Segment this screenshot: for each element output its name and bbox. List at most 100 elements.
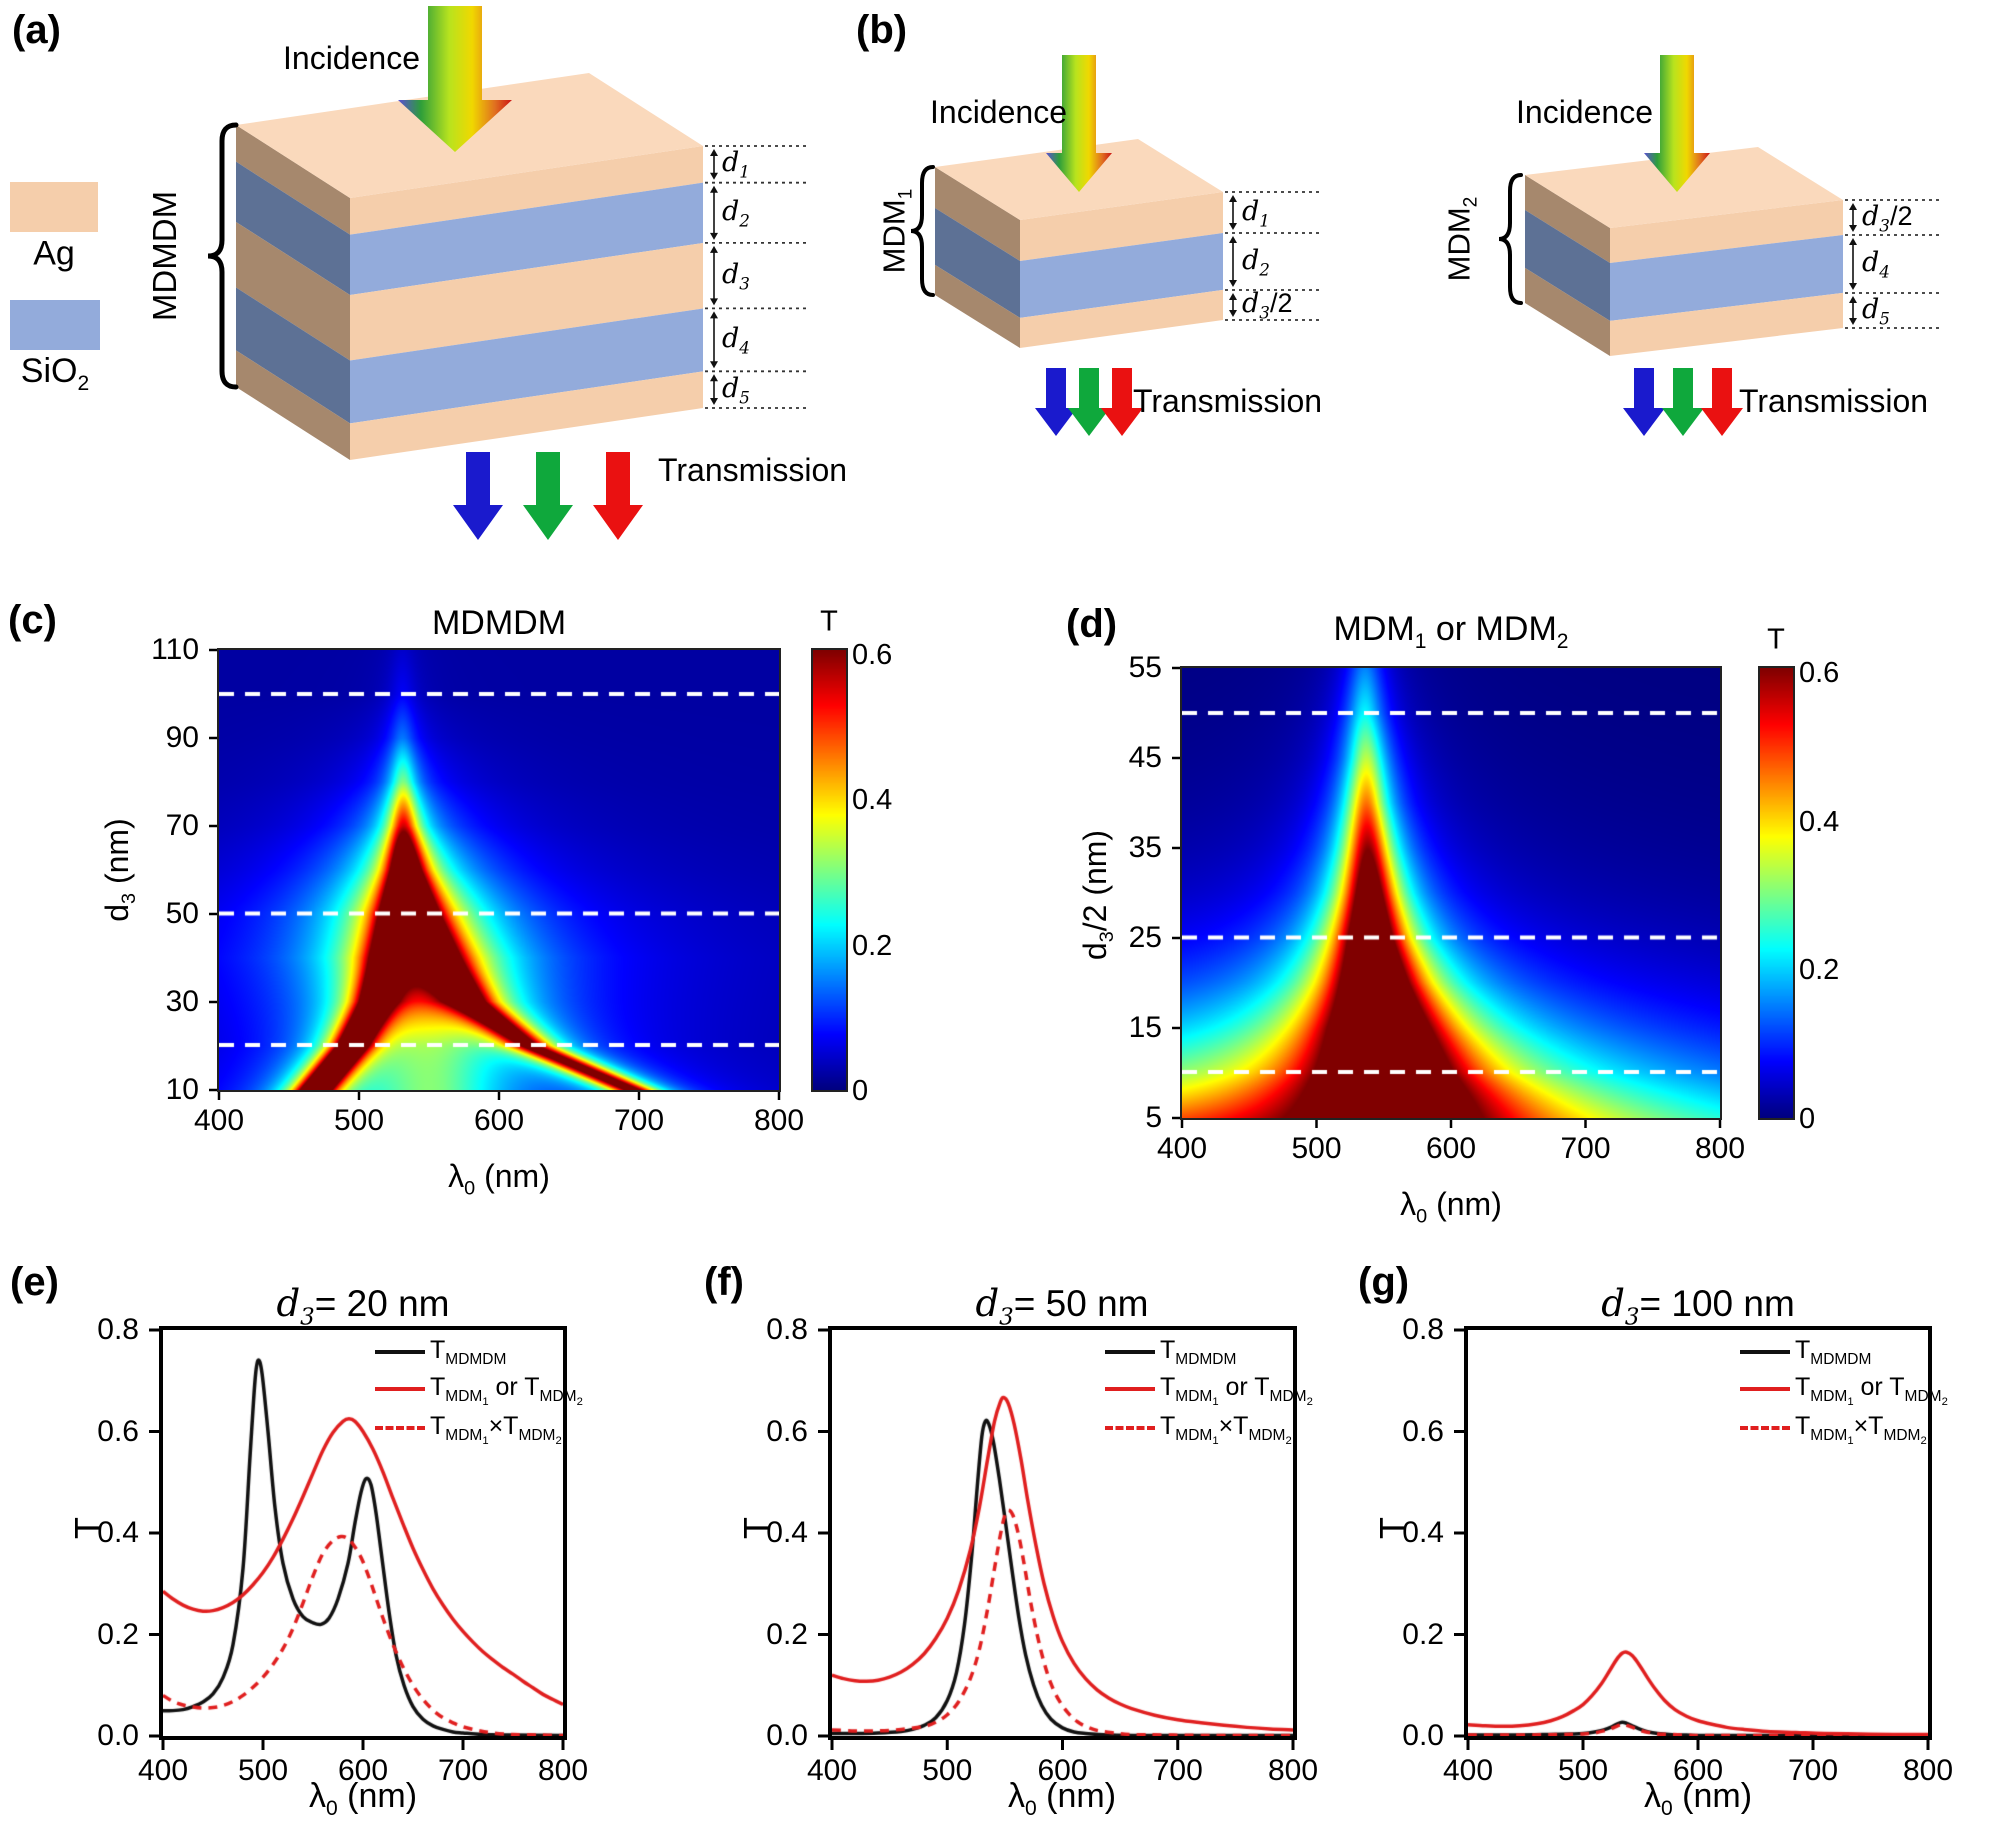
colorbar-d-tick-label: 0.4 xyxy=(1799,805,1840,838)
colorbar-d-tick-label: 0.2 xyxy=(1799,954,1840,987)
text-seg: MDM xyxy=(1904,1388,1942,1405)
stack-label-mdm1: MDM1 xyxy=(876,189,917,274)
text-seg: 0 xyxy=(1660,1796,1673,1820)
colorbar-c-tick-label: 0.6 xyxy=(852,639,893,672)
text-seg: 2 xyxy=(1941,1396,1948,1409)
incidence-arrow-b1 xyxy=(1046,55,1112,192)
text-seg: 1 xyxy=(1259,209,1270,230)
x-tick-label-d: 700 xyxy=(1560,1132,1611,1165)
legend-swatch-sio2 xyxy=(10,300,100,350)
colorbar-c-frame xyxy=(811,648,848,1092)
x-tick-label-f: 700 xyxy=(1152,1754,1203,1787)
dim-label-a: d3 xyxy=(722,259,750,293)
heatmap-c-frame xyxy=(217,648,781,1092)
y-tick-label-c: 50 xyxy=(165,897,199,930)
brace-b1 xyxy=(910,165,935,297)
dim-arrowhead-a xyxy=(710,311,718,319)
legend-line-e xyxy=(375,1387,425,1391)
text-seg: (nm) xyxy=(337,1777,418,1815)
box-a-front-layer xyxy=(350,371,703,460)
colorbar-c-tick-label: 0 xyxy=(852,1075,869,1107)
x-tick-label-g: 600 xyxy=(1672,1754,1724,1787)
text-seg: /2 xyxy=(1269,288,1293,318)
legend-text-e: TMDM1 or TMDM2 xyxy=(430,1373,583,1408)
dim-arrowhead-b1 xyxy=(1229,310,1237,317)
x-tick-label-c: 700 xyxy=(613,1104,665,1137)
legend-label-ag: Ag xyxy=(33,234,75,273)
x-tick-label-f: 500 xyxy=(922,1754,973,1787)
text-seg: SiO xyxy=(20,352,78,391)
transmission-arrow-b10 xyxy=(1035,368,1077,436)
text-seg: MDM xyxy=(1810,1427,1848,1444)
text-seg: d xyxy=(1862,293,1880,325)
y-tick-label-e: 0.0 xyxy=(97,1719,139,1752)
y-tick-label-g: 0.6 xyxy=(1402,1414,1444,1448)
y-tick-label-c: 10 xyxy=(165,1073,199,1106)
text-seg: MDMDM xyxy=(445,1351,507,1368)
panel-a-letter: (a) xyxy=(12,8,61,52)
dim-arrowhead-b2 xyxy=(1849,203,1857,210)
text-seg: MDM xyxy=(1175,1427,1213,1444)
transmission-arrow-a2 xyxy=(593,452,643,540)
transmission-arrow-b20 xyxy=(1623,368,1665,436)
text-seg: T xyxy=(1795,1373,1811,1401)
x-tick-label-d: 800 xyxy=(1694,1132,1746,1165)
text-seg: 1 xyxy=(482,1435,489,1448)
heatmap-d-canvas xyxy=(1182,668,1720,1118)
incidence-label-b1: Incidence xyxy=(930,94,1067,130)
dim-label-a: d2 xyxy=(722,196,750,230)
y-tick-label-e: 0.4 xyxy=(97,1516,139,1549)
text-seg: 4 xyxy=(1879,261,1890,282)
transmission-label-b1: Transmission xyxy=(1133,383,1323,419)
text-seg: T xyxy=(1160,1373,1176,1401)
x-tick-label-c: 500 xyxy=(333,1104,385,1137)
box-a-front-layer xyxy=(350,182,703,295)
text-seg: 3 xyxy=(1879,214,1890,235)
brace-a xyxy=(207,122,239,390)
transmission-arrow-a1 xyxy=(523,452,573,540)
legend-text-g: TMDMDM xyxy=(1795,1336,1871,1369)
transmission-arrow-a0 xyxy=(453,452,503,540)
text-seg: /2 xyxy=(1889,200,1913,231)
dim-arrowhead-b1 xyxy=(1229,293,1237,300)
text-seg: MDM xyxy=(1248,1427,1286,1444)
panel-b-letter: (b) xyxy=(856,8,908,52)
panel-c-letter: (c) xyxy=(8,598,57,642)
x-tick-label-d: 500 xyxy=(1291,1132,1342,1165)
text-seg: 1 xyxy=(1847,1396,1854,1409)
x-tick-label-g: 400 xyxy=(1442,1754,1494,1787)
box-b2-side-layer xyxy=(1525,209,1610,321)
text-seg: MDM xyxy=(1810,1388,1848,1405)
text-seg: MDM xyxy=(445,1427,483,1444)
text-seg: λ xyxy=(308,1777,326,1815)
text-seg: d xyxy=(1862,247,1880,278)
dim-arrowhead-a xyxy=(710,245,718,253)
panel-f-title: d3= 50 nm xyxy=(975,1282,1148,1330)
x-tick-label-g: 500 xyxy=(1557,1754,1609,1787)
text-seg: = 20 nm xyxy=(314,1283,450,1324)
transmission-label-b2: Transmission xyxy=(1739,383,1929,419)
y-tick-label-e: 0.6 xyxy=(97,1414,139,1448)
box-a-front-layer xyxy=(350,242,703,361)
text-seg: d xyxy=(1242,244,1260,276)
panel-f-xlabel: λ0 (nm) xyxy=(1008,1777,1116,1821)
text-seg: T xyxy=(1160,1412,1176,1440)
text-seg: 1 xyxy=(482,1396,489,1409)
dim-label-b2: d4 xyxy=(1862,247,1890,281)
text-seg: (nm) xyxy=(475,1158,550,1194)
box-b2-top-face xyxy=(1525,147,1843,228)
box-a-front-layer xyxy=(350,308,703,424)
x-tick-label-g: 800 xyxy=(1902,1754,1954,1787)
text-seg: (nm) xyxy=(1427,1186,1502,1222)
dim-arrowhead-a xyxy=(710,298,718,306)
text-seg: T xyxy=(430,1336,446,1364)
box-b2-side-layer xyxy=(1525,267,1610,356)
text-seg: MDM xyxy=(539,1388,577,1405)
box-b1-front-layer xyxy=(1020,232,1223,318)
legend-line-f xyxy=(1105,1387,1155,1391)
legend-line-f xyxy=(1105,1426,1155,1430)
panel-f-letter: (f) xyxy=(704,1260,744,1304)
plot-e-frame xyxy=(159,1326,567,1740)
y-tick-label-d: 35 xyxy=(1128,831,1162,864)
